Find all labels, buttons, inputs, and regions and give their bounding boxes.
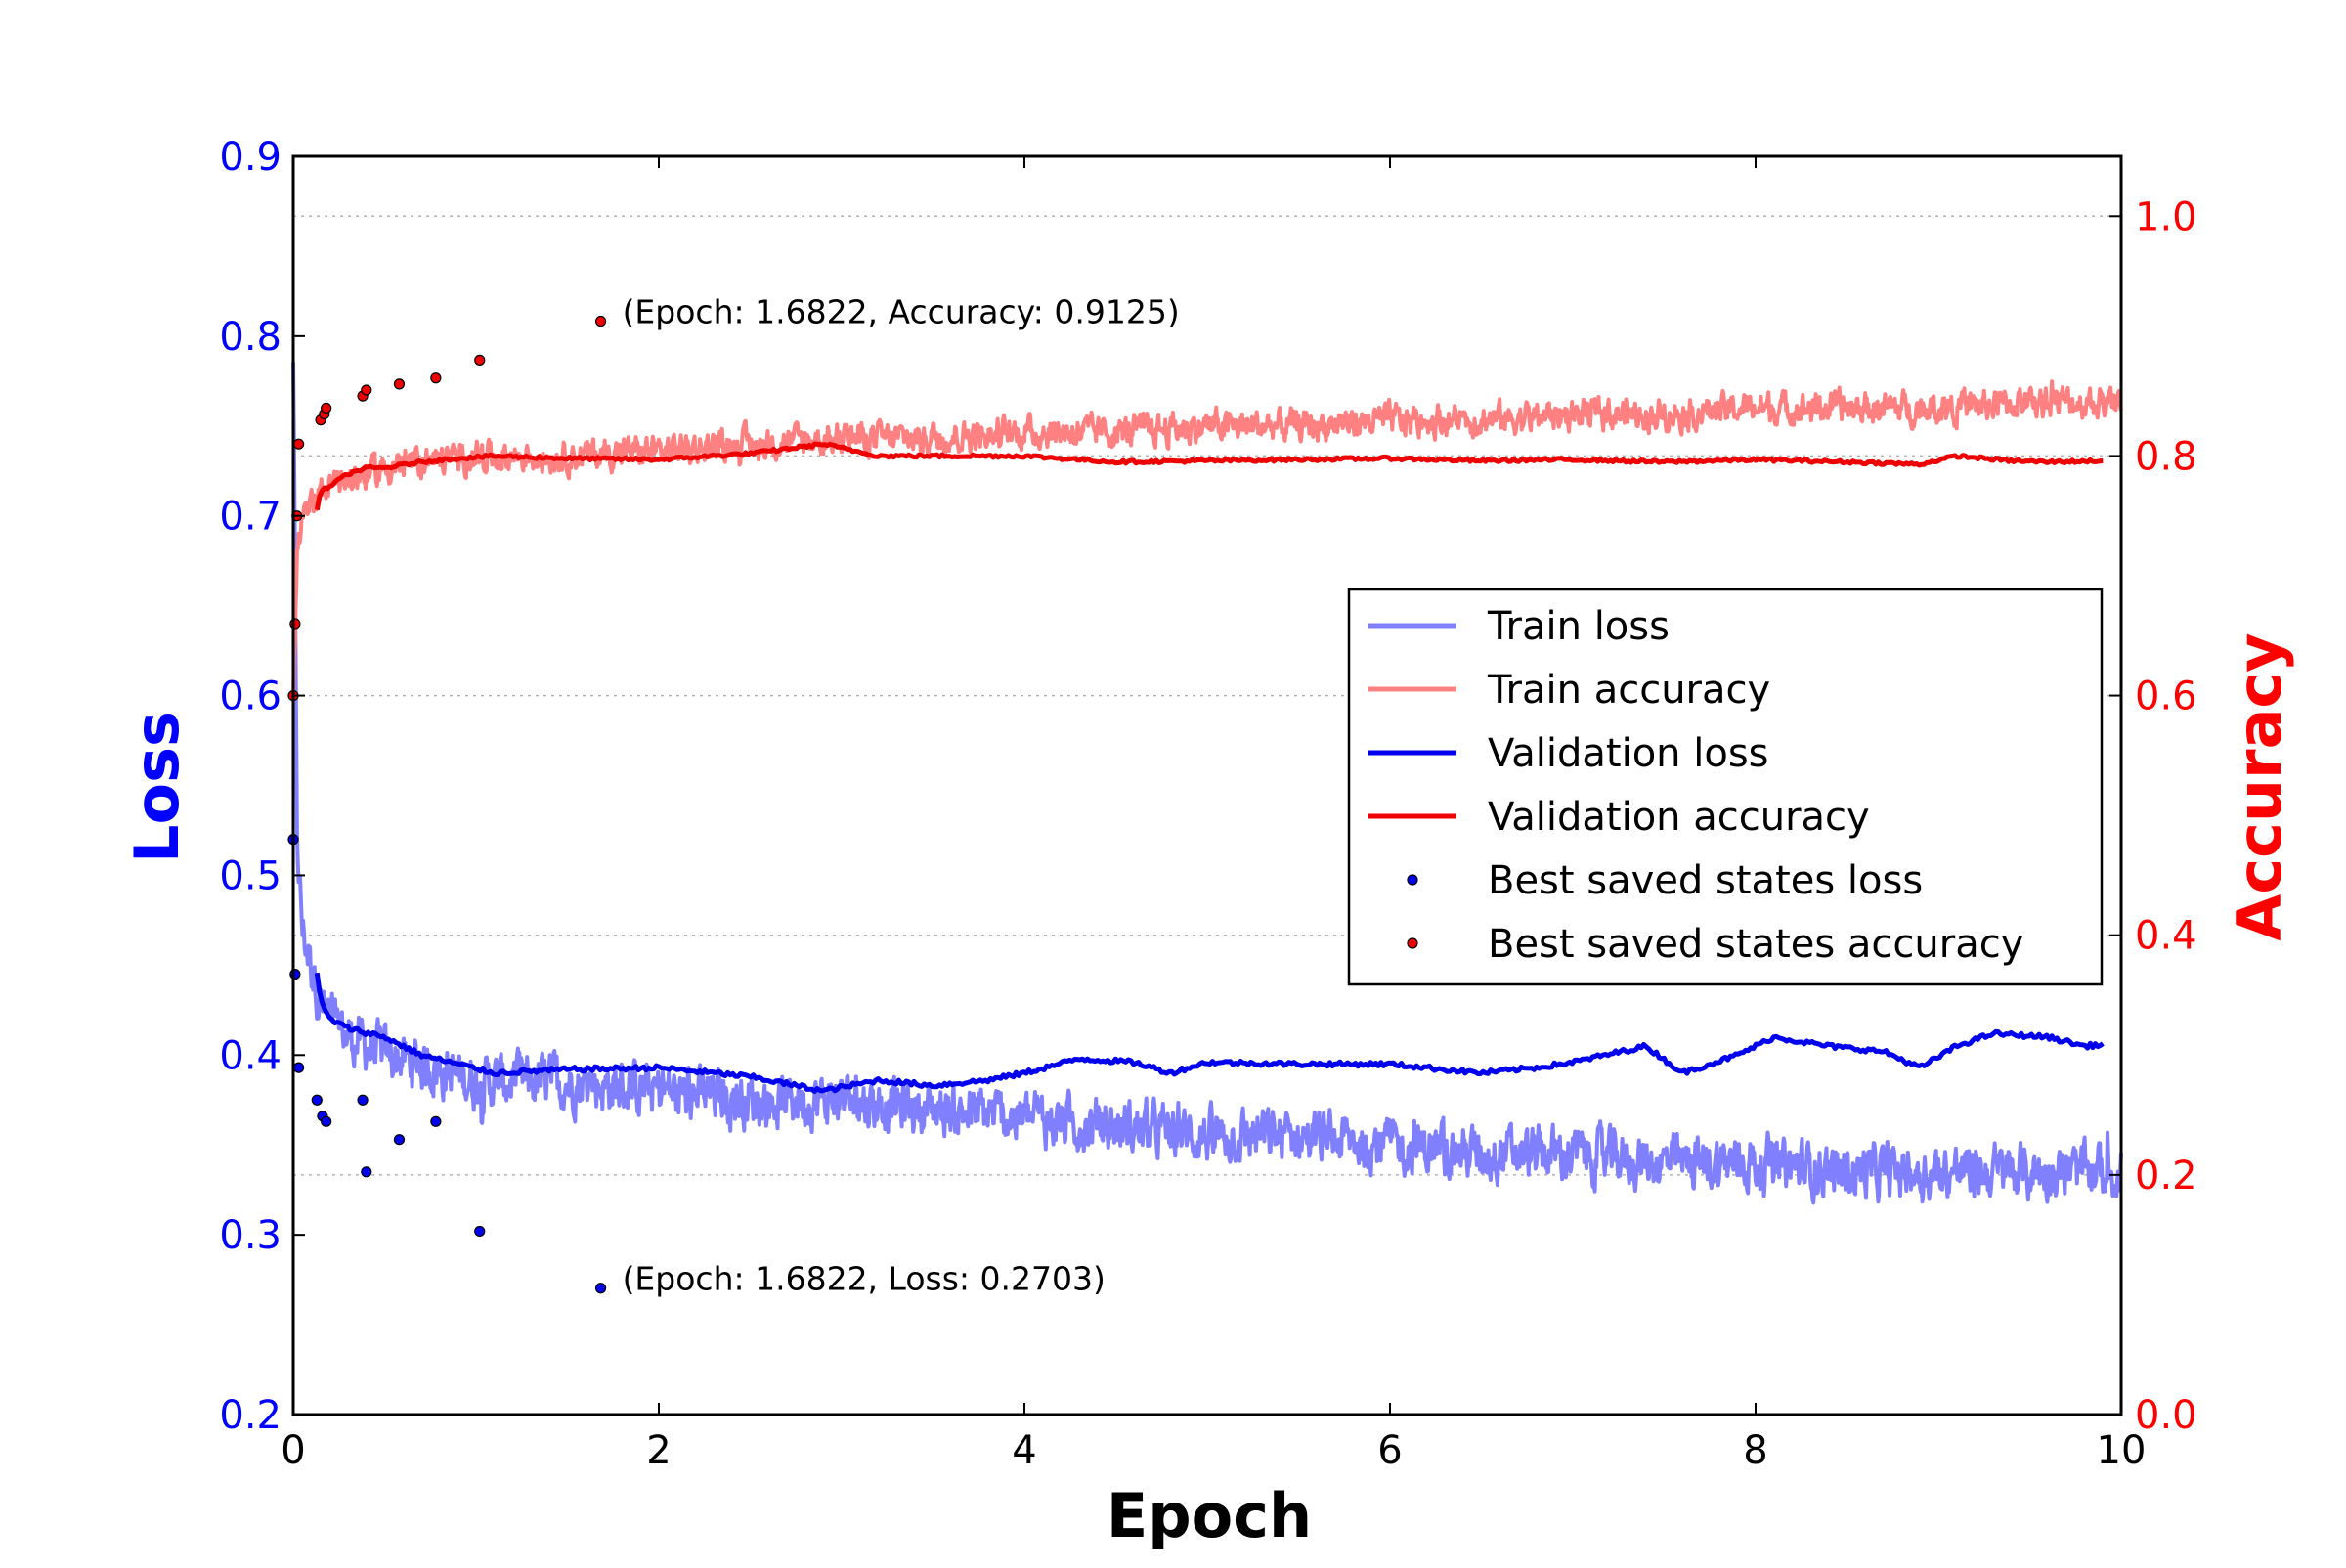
annotation-label: (Epoch: 1.6822, Loss: 0.2703) — [623, 1260, 1106, 1298]
y-axis-right-title: Accuracy — [2224, 632, 2295, 940]
point-best-saved-states-loss — [289, 968, 301, 980]
legend-label-best-saved-states-accuracy: Best saved states accuracy — [1488, 922, 2023, 967]
y-right-tick-label: 0.2 — [2135, 1154, 2197, 1198]
legend-label-train-accuracy: Train accuracy — [1487, 668, 1770, 713]
point-best-saved-states-accuracy — [594, 315, 607, 327]
y-left-tick-label: 0.6 — [219, 675, 282, 719]
x-tick-label: 10 — [2097, 1428, 2147, 1473]
y-left-tick-label: 0.3 — [219, 1213, 282, 1258]
x-axis-title: Epoch — [1107, 1480, 1312, 1551]
y-right-tick-label: 1.0 — [2135, 195, 2197, 240]
point-best-saved-states-accuracy — [430, 372, 442, 384]
legend-swatch-best-saved-states-accuracy — [1407, 937, 1418, 949]
y-left-tick-label: 0.8 — [219, 315, 282, 360]
point-best-saved-states-accuracy — [293, 438, 305, 450]
y-right-tick-label: 0.0 — [2135, 1393, 2197, 1438]
x-tick-label: 2 — [646, 1428, 671, 1473]
legend-label-validation-accuracy: Validation accuracy — [1488, 795, 1870, 840]
annotation-label: (Epoch: 1.6822, Accuracy: 0.9125) — [623, 293, 1180, 331]
legend-label-train-loss: Train loss — [1487, 604, 1670, 649]
y-left-tick-label: 0.2 — [219, 1393, 282, 1438]
series-line-train-loss — [291, 362, 2123, 1205]
y-left-tick-label: 0.7 — [219, 495, 282, 540]
point-best-saved-states-accuracy — [393, 378, 406, 390]
point-best-saved-states-loss — [474, 1225, 486, 1238]
plot-frame — [291, 154, 2123, 1416]
legend-box — [1347, 588, 2104, 986]
y-right-tick-label: 0.8 — [2135, 434, 2197, 479]
y-left-tick-label: 0.4 — [219, 1033, 282, 1078]
legend-layer: Train loss Train accuracy Validation loss V… — [1347, 588, 2104, 986]
point-best-saved-states-accuracy — [321, 402, 332, 414]
y-left-tick-label: 0.5 — [219, 853, 282, 898]
y-right-tick-label: 0.6 — [2135, 675, 2197, 719]
point-best-saved-states-accuracy — [289, 618, 301, 630]
point-best-saved-states-loss — [430, 1115, 442, 1127]
y-right-tick-label: 0.4 — [2135, 914, 2197, 959]
data-layer — [287, 315, 2123, 1294]
frame-layer — [291, 154, 2123, 1416]
point-best-saved-states-accuracy — [361, 384, 372, 396]
x-tick-label: 8 — [1743, 1428, 1767, 1473]
y-axis-left-title: Loss — [121, 711, 193, 863]
point-best-saved-states-loss — [311, 1094, 323, 1106]
legend-label-validation-loss: Validation loss — [1488, 731, 1769, 776]
point-best-saved-states-loss — [361, 1166, 372, 1178]
x-tick-label: 0 — [281, 1428, 305, 1473]
legend-swatch-best-saved-states-loss — [1407, 874, 1418, 886]
ticks-layer: 0 2 4 6 8 10 0.2 0.3 0.4 0.5 0.6 0.7 0.8 0.9 0.0 0.2 0.4… — [219, 135, 2196, 1473]
series-line-validation-loss — [314, 972, 2105, 1094]
point-best-saved-states-accuracy — [474, 354, 486, 366]
point-best-saved-states-loss — [357, 1094, 369, 1106]
point-best-saved-states-loss — [393, 1134, 406, 1146]
series-line-validation-accuracy — [314, 441, 2104, 511]
annotation-layer: (Epoch: 1.6822, Accuracy: 0.9125) (Epoch:… — [623, 293, 1180, 1298]
point-best-saved-states-loss — [293, 1062, 305, 1073]
point-best-saved-states-loss — [594, 1283, 607, 1294]
x-tick-label: 4 — [1012, 1428, 1036, 1473]
y-left-tick-label: 0.9 — [219, 135, 282, 180]
x-tick-label: 6 — [1377, 1428, 1402, 1473]
point-best-saved-states-loss — [321, 1115, 332, 1127]
legend-label-best-saved-states-loss: Best saved states loss — [1488, 858, 1923, 903]
